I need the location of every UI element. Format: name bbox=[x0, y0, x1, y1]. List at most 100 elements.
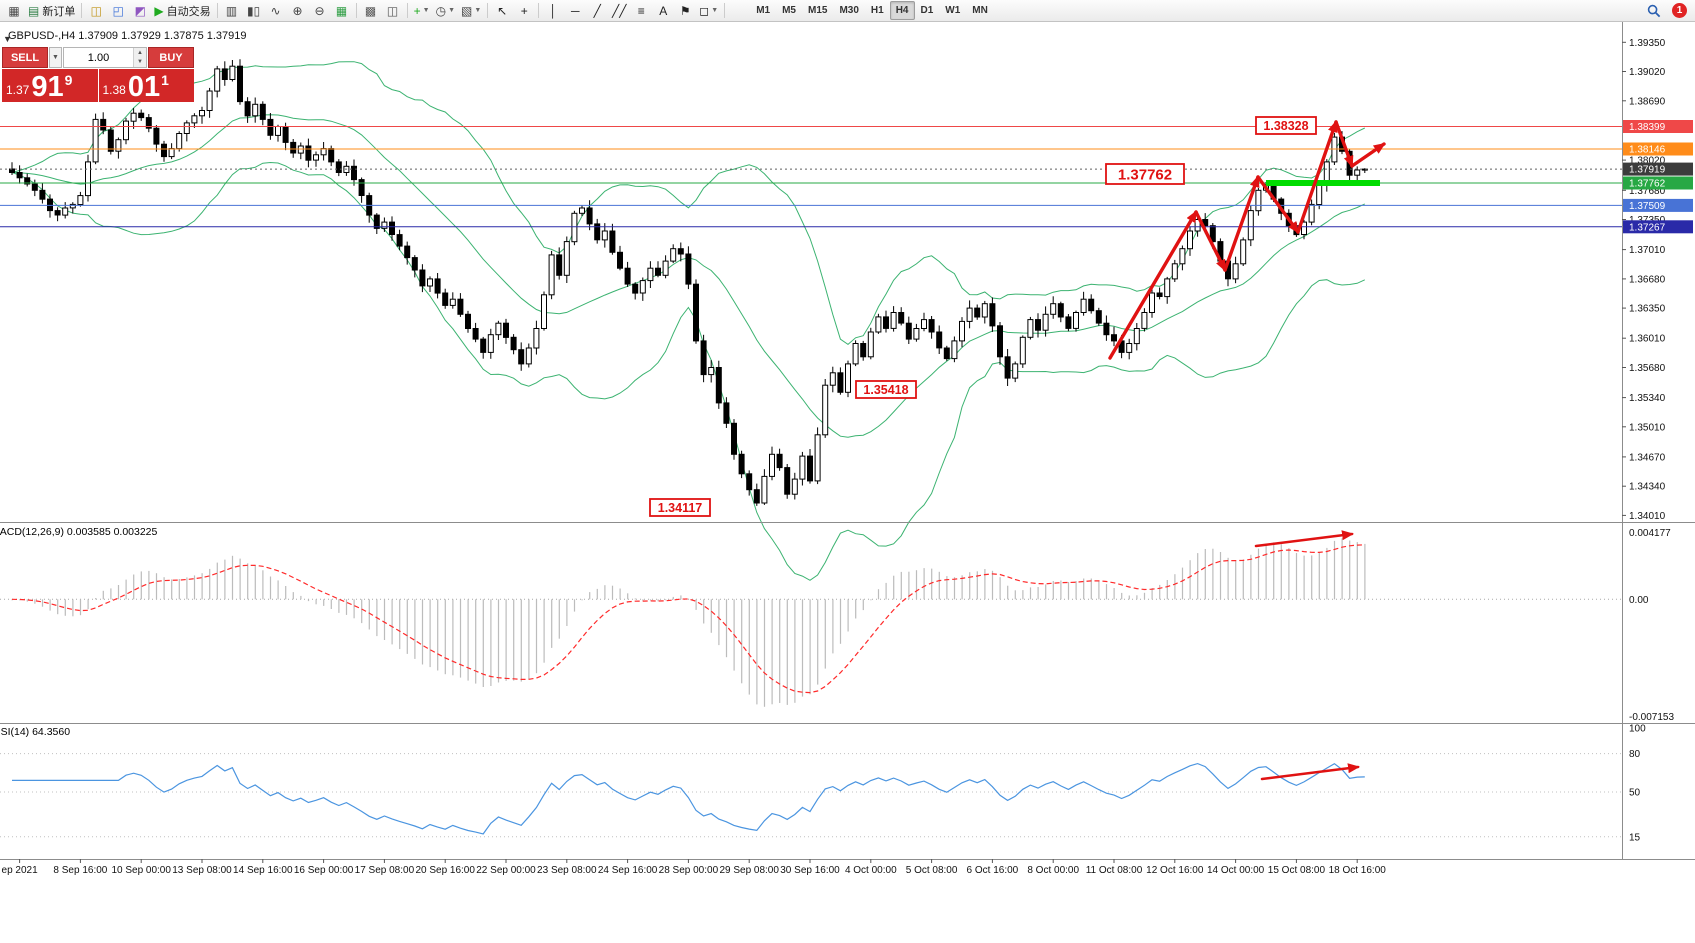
text-icon[interactable]: A bbox=[659, 3, 668, 18]
price-tick: 1.39020 bbox=[1629, 67, 1666, 78]
annotations[interactable]: 1.38328 1.37762 1.35418 1.34117 bbox=[649, 116, 1386, 781]
macd-panel: MACD(12,26,9) 0.003585 0.003225 0.004177 0… bbox=[0, 526, 1674, 723]
toolbar-divider bbox=[216, 3, 218, 18]
rsi-line bbox=[12, 762, 1365, 835]
market-watch-icon[interactable]: ◫ bbox=[90, 3, 103, 18]
periods-button[interactable]: ◷ ▼ bbox=[435, 3, 455, 18]
volume-down-icon[interactable]: ▼ bbox=[134, 57, 146, 67]
time-tick: 14 Sep 16:00 bbox=[233, 865, 293, 876]
bid-price-prefix: 1.37 bbox=[6, 83, 30, 97]
price-tick: 1.39350 bbox=[1629, 38, 1666, 49]
toolbar-divider bbox=[81, 3, 83, 18]
price-tick: 1.35340 bbox=[1629, 393, 1666, 404]
price-scale[interactable]: 1.393501.390201.386901.380201.376801.373… bbox=[1622, 38, 1693, 522]
svg-text:1.37919: 1.37919 bbox=[1629, 165, 1666, 176]
time-tick: 12 Oct 16:00 bbox=[1146, 865, 1204, 876]
rsi-panel: RSI(14) 64.3560 100 80 50 15 bbox=[0, 724, 1646, 843]
timeframe-button-h4[interactable]: H4 bbox=[889, 1, 915, 20]
volume-up-icon[interactable]: ▲ bbox=[134, 48, 146, 58]
time-tick: 11 Oct 08:00 bbox=[1086, 865, 1143, 876]
ask-price-pip: 1 bbox=[161, 72, 169, 88]
auto-trading-button[interactable]: ▶ 自动交易 bbox=[154, 3, 211, 18]
bid-price-pip: 9 bbox=[64, 72, 73, 88]
bid-price-panel[interactable]: 1.37 91 9 bbox=[2, 69, 98, 102]
notification-badge[interactable]: 1 bbox=[1672, 3, 1687, 18]
timeframe-button-d1[interactable]: D1 bbox=[920, 5, 934, 16]
buy-button[interactable]: BUY bbox=[148, 47, 194, 68]
macd-histogram bbox=[11, 538, 1366, 707]
navigator-icon[interactable]: ◩ bbox=[134, 3, 147, 18]
new-order-button[interactable]: ▤ 新订单 bbox=[28, 3, 76, 18]
macd-arrow bbox=[1254, 530, 1354, 548]
indicators-button[interactable]: + ▼ bbox=[413, 3, 430, 18]
timeframe-button-m30[interactable]: M30 bbox=[839, 5, 859, 16]
horizontal-line-icon[interactable]: ─ bbox=[571, 3, 580, 18]
price-badge-1.37919: 1.37919 bbox=[1623, 162, 1693, 176]
price-tick: 1.38020 bbox=[1629, 156, 1666, 167]
chart-ohlc-title: GBPUSD-,H4 1.37909 1.37929 1.37875 1.379… bbox=[8, 30, 247, 42]
search-icon[interactable] bbox=[1643, 2, 1665, 20]
trend-arrow bbox=[1350, 142, 1386, 168]
highlight-segment bbox=[1266, 180, 1380, 186]
zoom-in-icon[interactable]: ⊕ bbox=[292, 3, 303, 18]
candlestick-icon[interactable]: ▮▯ bbox=[246, 3, 261, 18]
time-tick: 8 Sep 16:00 bbox=[53, 865, 107, 876]
svg-text:1.38328: 1.38328 bbox=[1263, 119, 1308, 133]
line-chart-icon[interactable]: ∿ bbox=[270, 3, 281, 18]
time-axis[interactable]: ep 2021 8 Sep 16:00 10 Sep 00:00 13 Sep 08:… bbox=[2, 859, 1387, 876]
channel-icon[interactable]: ╱╱ bbox=[612, 3, 627, 18]
fibonacci-icon[interactable]: ≡ bbox=[637, 3, 645, 18]
price-badge-1.38146: 1.38146 bbox=[1623, 142, 1693, 156]
svg-text:1.38146: 1.38146 bbox=[1629, 145, 1666, 156]
bar-chart-icon[interactable]: ▥ bbox=[225, 3, 238, 18]
price-tick: 1.35680 bbox=[1629, 363, 1666, 374]
zoom-out-icon[interactable]: ⊖ bbox=[314, 3, 325, 18]
chart-canvas[interactable]: 1.39350 1.39020 1.38690 1.38020 1.37680 1.37 3… bbox=[0, 22, 1695, 943]
trend-arrow bbox=[1334, 120, 1354, 168]
tile-windows-icon[interactable]: ▦ bbox=[335, 3, 348, 18]
ask-price-panel[interactable]: 1.38 01 1 bbox=[98, 69, 194, 102]
rsi-scale-tick: 15 bbox=[1629, 832, 1641, 843]
new-chart-icon[interactable]: ▦ bbox=[8, 3, 20, 18]
annotation-box-1.37762: 1.37762 bbox=[1105, 163, 1185, 185]
time-tick: 20 Sep 16:00 bbox=[415, 865, 475, 876]
timeframe-button-m5[interactable]: M5 bbox=[782, 5, 796, 16]
vertical-line-icon[interactable]: │ bbox=[549, 3, 558, 18]
price-tick: 1.36010 bbox=[1629, 334, 1666, 345]
volume-input[interactable] bbox=[64, 48, 133, 67]
timeframe-button-w1[interactable]: W1 bbox=[945, 5, 961, 16]
annotation-box-1.35418: 1.35418 bbox=[855, 380, 917, 399]
sell-button[interactable]: SELL bbox=[2, 47, 48, 68]
one-click-trading-panel: ▼ SELL ▼ ▲ ▼ BUY 1.37 91 9 1.38 01 1 bbox=[2, 34, 194, 102]
svg-text:1.35418: 1.35418 bbox=[863, 383, 908, 397]
arrange-windows-icon[interactable]: ◫ bbox=[386, 3, 399, 18]
timeframe-button-h1[interactable]: H1 bbox=[870, 5, 884, 16]
price-tick: 1.36680 bbox=[1629, 274, 1666, 285]
price-tick: 1.34010 bbox=[1629, 511, 1666, 522]
crosshair-icon[interactable]: + bbox=[520, 3, 528, 18]
price-levels[interactable] bbox=[0, 126, 1622, 228]
timeframe-button-mn[interactable]: MN bbox=[972, 5, 988, 16]
toolbar-divider bbox=[355, 3, 357, 18]
rsi-scale-tick: 50 bbox=[1629, 788, 1641, 799]
volume-dropdown-icon[interactable]: ▼ bbox=[49, 47, 62, 68]
macd-scale-tick: 0.004177 bbox=[1629, 528, 1671, 539]
svg-text:1.37762: 1.37762 bbox=[1118, 166, 1172, 183]
timeframe-button-m1[interactable]: M1 bbox=[756, 5, 771, 16]
data-window-icon[interactable]: ◰ bbox=[112, 3, 125, 18]
time-tick: 8 Oct 00:00 bbox=[1027, 865, 1079, 876]
candles bbox=[9, 59, 1368, 506]
trendline-icon[interactable]: ╱ bbox=[593, 3, 601, 18]
cursor-icon[interactable]: ↖ bbox=[497, 3, 508, 18]
shapes-dropdown-icon[interactable]: ◻ ▼ bbox=[699, 3, 719, 18]
templates-button[interactable]: ▧ ▼ bbox=[461, 3, 482, 18]
timeframe-button-m15[interactable]: M15 bbox=[808, 5, 828, 16]
time-tick: 4 Oct 00:00 bbox=[845, 865, 897, 876]
time-tick: 24 Sep 16:00 bbox=[598, 865, 658, 876]
trend-arrow bbox=[1223, 175, 1260, 272]
collapse-icon[interactable]: ▼ bbox=[3, 34, 12, 44]
time-tick: 17 Sep 08:00 bbox=[355, 865, 415, 876]
label-icon[interactable]: ⚑ bbox=[679, 3, 691, 18]
cascade-windows-icon[interactable]: ▩ bbox=[364, 3, 377, 18]
ask-price-prefix: 1.38 bbox=[102, 83, 126, 97]
